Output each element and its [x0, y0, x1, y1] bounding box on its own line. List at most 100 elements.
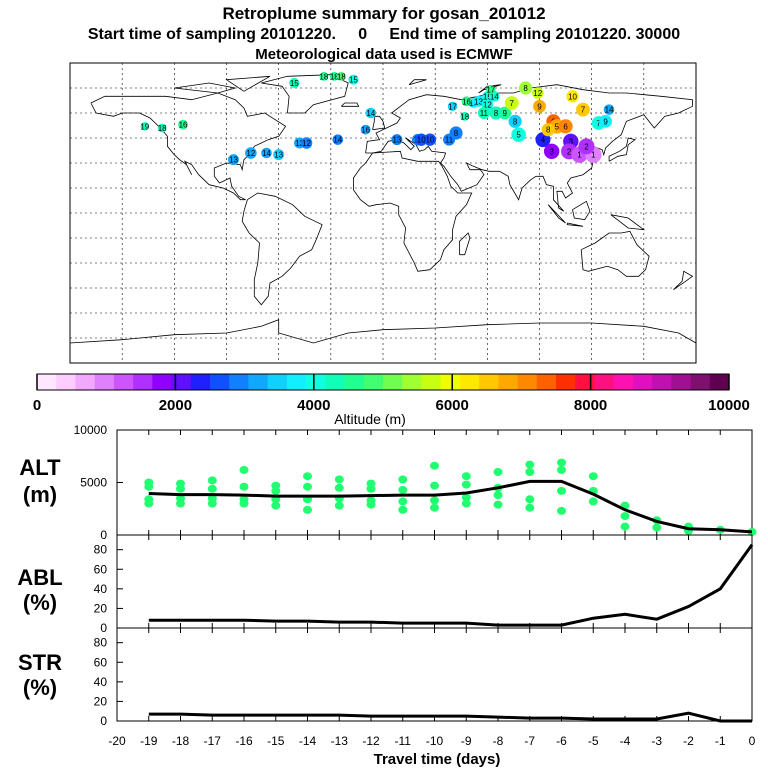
alt-cluster-point — [620, 512, 630, 521]
travel-time-tick-label: -20 — [108, 734, 126, 748]
plume-day-label: 16 — [462, 97, 471, 106]
str-ytick-label: 20 — [94, 694, 108, 708]
alt-cluster-point — [461, 499, 471, 508]
colorbar-cell — [75, 374, 96, 390]
coastline-segment — [478, 84, 502, 94]
plume-marker — [504, 96, 519, 110]
travel-time-tick-labels: -20 -19 -18 -17 -16 -15 -14 -13 -12 -11 -10 -9 -8 -7-… — [108, 734, 755, 748]
coastline-segment — [174, 82, 236, 94]
colorbar-cell — [267, 374, 288, 390]
plume-day-label: 4 — [541, 136, 546, 145]
str-line — [148, 711, 752, 723]
alt-ytick-label: 0 — [100, 528, 107, 542]
plume-day-label: 8 — [494, 109, 499, 118]
colorbar-tick-label: 8000 — [574, 397, 607, 414]
travel-time-tick-label: -13 — [331, 734, 349, 748]
plume-day-label: 3 — [549, 147, 554, 156]
plume-day-label: 16 — [361, 126, 370, 135]
coastline-segment — [365, 84, 693, 212]
travel-time-tick-label: -7 — [524, 734, 535, 748]
coastline-segment — [572, 200, 591, 221]
alt-cluster-point — [366, 484, 376, 493]
altitude-colorbar: 0 2000 4000 6000 8000 10000 Altitude (m) — [33, 373, 750, 427]
alt-cluster-point — [334, 475, 344, 484]
plume-day-label: 17 — [486, 86, 495, 95]
alt-cluster-point — [271, 501, 281, 510]
travel-time-tick-label: -17 — [204, 734, 222, 748]
alt-cluster-point — [334, 501, 344, 510]
colorbar-cell — [575, 374, 595, 390]
plume-day-label: 8 — [546, 126, 551, 135]
plume-day-label: 12 — [533, 89, 542, 98]
colorbar-cell — [421, 374, 442, 390]
alt-cluster-point — [493, 500, 503, 509]
alt-cluster-point — [461, 493, 471, 502]
str-label: STR — [18, 650, 62, 675]
alt-cluster-point — [398, 485, 408, 494]
str-ytick-label: 80 — [94, 636, 108, 650]
alt-cluster-point — [493, 491, 503, 500]
colorbar-cell — [306, 374, 326, 390]
plume-day-label: 8 — [523, 84, 528, 93]
alt-cluster-point — [430, 461, 439, 470]
plume-marker — [531, 87, 544, 99]
alt-cluster-point — [620, 522, 630, 531]
colorbar-tick-label: 10000 — [708, 397, 750, 414]
plume-marker — [365, 107, 377, 119]
travel-time-tick-label: -5 — [588, 734, 599, 748]
colorbar-cell — [248, 374, 269, 390]
plume-marker — [336, 71, 346, 81]
alt-cluster-point — [176, 499, 185, 508]
colorbar-tick-label: 6000 — [436, 397, 469, 414]
colorbar-cell — [56, 374, 76, 390]
alt-cluster-point — [303, 482, 312, 491]
plume-day-label: 13 — [392, 136, 401, 145]
alt-cluster-point — [303, 472, 312, 481]
colorbar-cell — [479, 374, 499, 390]
plume-marker — [140, 122, 149, 131]
plume-day-label: 15 — [349, 76, 358, 85]
plume-marker — [300, 137, 313, 149]
coastline-segment — [341, 102, 360, 107]
plume-marker — [543, 143, 560, 160]
travel-time-tick-label: -15 — [267, 734, 285, 748]
coastlines — [69, 74, 697, 344]
alt-cluster-point — [398, 505, 408, 514]
alt-cluster-point — [557, 506, 566, 515]
colorbar-cell — [459, 374, 480, 390]
alt-cluster-point — [652, 523, 662, 532]
alt-panel: ALT (m) 0 5000 10000 — [19, 423, 757, 542]
plume-marker — [289, 77, 300, 89]
alt-cluster-point — [239, 465, 249, 474]
abl-label: ABL — [17, 565, 62, 590]
plume-day-label: 8 — [454, 129, 459, 138]
plume-marker — [447, 101, 458, 112]
plume-day-label: 17 — [448, 102, 457, 111]
plume-marker — [578, 138, 595, 155]
plume-day-label: 1 — [591, 151, 596, 160]
meteorological-data-line: Meteorological data used is ECMWF — [255, 46, 513, 63]
plume-marker — [576, 102, 590, 117]
colorbar-cell — [671, 374, 691, 390]
coastline-segment — [69, 319, 697, 344]
str-panel: STR (%) 0 20 40 60 80 — [18, 627, 753, 728]
plume-marker — [332, 134, 344, 145]
colorbar-cell — [594, 374, 615, 390]
plume-marker — [518, 81, 533, 95]
alt-cluster-point — [557, 486, 566, 495]
coastline-segment — [547, 204, 566, 224]
plume-marker — [541, 123, 555, 137]
plume-marker — [489, 106, 503, 120]
colorbar-cell — [498, 374, 518, 390]
alt-cluster-point — [461, 472, 471, 481]
coastline-segment — [372, 115, 386, 131]
coastline-segment — [610, 214, 646, 231]
colorbar-xlabel: Altitude (m) — [334, 411, 406, 427]
plume-day-label: 9 — [537, 102, 542, 111]
alt-cluster-point — [461, 480, 471, 489]
sampling-time-line: Start time of sampling 20101220. 0 End t… — [87, 26, 681, 43]
coastline-segment — [673, 270, 694, 291]
colorbar-cell — [325, 374, 345, 390]
alt-cluster-point — [366, 500, 376, 509]
colorbar-cell — [113, 374, 134, 390]
